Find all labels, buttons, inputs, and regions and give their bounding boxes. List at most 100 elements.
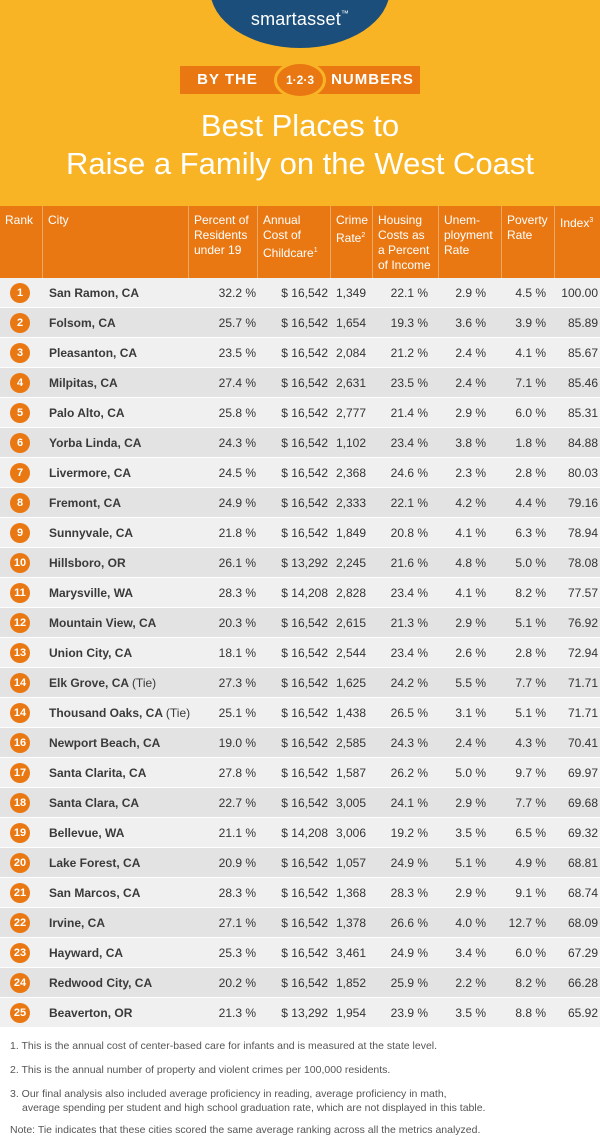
- city-name: Marysville, WA: [49, 586, 134, 600]
- table-row: 25 Beaverton, OR 21.3 % $ 13,292 1,954 23.9 %…: [0, 998, 600, 1028]
- cell-pct-under-19: 27.1 %: [218, 916, 256, 930]
- cell-crime-rate: 1,368: [335, 886, 366, 900]
- cell-pct-under-19: 24.5 %: [218, 466, 256, 480]
- cell-poverty-rate: 4.1 %: [515, 346, 546, 360]
- smartasset-logo: smartasset™: [210, 0, 390, 48]
- city-name: Lake Forest, CA: [49, 856, 141, 870]
- title-line-2: Raise a Family on the West Coast: [65, 146, 535, 181]
- cell-housing-costs: 23.9 %: [390, 1006, 428, 1020]
- cell-crime-rate: 1,438: [335, 706, 366, 720]
- cell-pct-under-19: 24.3 %: [218, 436, 256, 450]
- cell-unemployment: 3.8 %: [455, 436, 486, 450]
- infographic-header: smartasset™ BY THE NUMBERS 1·2·3 Best Pl…: [0, 0, 600, 206]
- table-row: 6 Yorba Linda, CA 24.3 % $ 16,542 1,102 23.4 …: [0, 428, 600, 458]
- cell-housing-costs: 24.9 %: [390, 856, 428, 870]
- city-name: Mountain View, CA: [49, 616, 157, 630]
- cell-pct-under-19: 21.3 %: [218, 1006, 256, 1020]
- cell-housing-costs: 26.2 %: [390, 766, 428, 780]
- cell-crime-rate: 2,245: [335, 556, 366, 570]
- cell-childcare-cost: $ 13,292: [281, 1006, 328, 1020]
- banner-left-text: BY THE: [197, 71, 258, 88]
- cell-unemployment: 2.9 %: [455, 286, 486, 300]
- cell-childcare-cost: $ 16,542: [281, 466, 328, 480]
- table-row: 16 Newport Beach, CA 19.0 % $ 16,542 2,585 24…: [0, 728, 600, 758]
- cell-unemployment: 2.4 %: [455, 346, 486, 360]
- tie-label: (Tie): [131, 676, 157, 690]
- cell-city: Santa Clara, CA: [49, 788, 139, 818]
- cell-index: 66.28: [567, 976, 598, 990]
- cell-pct-under-19: 20.2 %: [218, 976, 256, 990]
- header-childcare: Annual Cost of Childcare1: [263, 213, 318, 260]
- cell-pct-under-19: 22.7 %: [218, 796, 256, 810]
- city-name: Newport Beach, CA: [49, 736, 161, 750]
- table-row: 14 Elk Grove, CA (Tie) 27.3 % $ 16,542 1,625…: [0, 668, 600, 698]
- cell-poverty-rate: 6.0 %: [515, 946, 546, 960]
- rank-badge: 13: [10, 643, 30, 663]
- rank-badge: 9: [10, 523, 30, 543]
- rank-badge: 2: [10, 313, 30, 333]
- cell-poverty-rate: 5.1 %: [515, 616, 546, 630]
- cell-pct-under-19: 20.9 %: [218, 856, 256, 870]
- table-row: 24 Redwood City, CA 20.2 % $ 16,542 1,852 25.…: [0, 968, 600, 998]
- cell-crime-rate: 1,849: [335, 526, 366, 540]
- cell-poverty-rate: 4.5 %: [515, 286, 546, 300]
- cell-childcare-cost: $ 16,542: [281, 406, 328, 420]
- cell-childcare-cost: $ 16,542: [281, 286, 328, 300]
- cell-city: Mountain View, CA: [49, 608, 156, 638]
- cell-index: 84.88: [567, 436, 598, 450]
- cell-crime-rate: 2,631: [335, 376, 366, 390]
- cell-housing-costs: 24.9 %: [390, 946, 428, 960]
- cell-city: Marysville, WA: [49, 578, 133, 608]
- cell-city: Thousand Oaks, CA (Tie): [49, 698, 190, 728]
- cell-index: 68.74: [567, 886, 598, 900]
- cell-pct-under-19: 19.0 %: [218, 736, 256, 750]
- cell-housing-costs: 24.1 %: [390, 796, 428, 810]
- cell-unemployment: 2.9 %: [455, 796, 486, 810]
- cell-poverty-rate: 4.3 %: [515, 736, 546, 750]
- rank-badge: 10: [10, 553, 30, 573]
- city-name: Sunnyvale, CA: [49, 526, 134, 540]
- cell-childcare-cost: $ 16,542: [281, 676, 328, 690]
- cell-housing-costs: 20.8 %: [390, 526, 428, 540]
- cell-index: 70.41: [567, 736, 598, 750]
- cell-city: Newport Beach, CA: [49, 728, 160, 758]
- table-row: 20 Lake Forest, CA 20.9 % $ 16,542 1,057 24.9…: [0, 848, 600, 878]
- city-name: Beaverton, OR: [49, 1006, 133, 1020]
- cell-childcare-cost: $ 16,542: [281, 346, 328, 360]
- cell-poverty-rate: 4.9 %: [515, 856, 546, 870]
- cell-housing-costs: 21.6 %: [390, 556, 428, 570]
- table-row: 23 Hayward, CA 25.3 % $ 16,542 3,461 24.9 % 3.…: [0, 938, 600, 968]
- rank-badge: 24: [10, 973, 30, 993]
- cell-unemployment: 5.1 %: [455, 856, 486, 870]
- cell-city: Redwood City, CA: [49, 968, 152, 998]
- cell-poverty-rate: 5.0 %: [515, 556, 546, 570]
- cell-crime-rate: 1,102: [335, 436, 366, 450]
- rank-badge: 20: [10, 853, 30, 873]
- cell-pct-under-19: 25.3 %: [218, 946, 256, 960]
- header-housing-costs: Housing Costs as a Percent of Income: [378, 213, 431, 272]
- cell-city: Yorba Linda, CA: [49, 428, 141, 458]
- cell-housing-costs: 21.3 %: [390, 616, 428, 630]
- cell-index: 80.03: [567, 466, 598, 480]
- city-name: Elk Grove, CA: [49, 676, 129, 690]
- table-row: 21 San Marcos, CA 28.3 % $ 16,542 1,368 28.3 …: [0, 878, 600, 908]
- table-row: 9 Sunnyvale, CA 21.8 % $ 16,542 1,849 20.8 % 4…: [0, 518, 600, 548]
- table-row: 8 Fremont, CA 24.9 % $ 16,542 2,333 22.1 % 4.2…: [0, 488, 600, 518]
- table-row: 17 Santa Clarita, CA 27.8 % $ 16,542 1,587 26…: [0, 758, 600, 788]
- city-name: Thousand Oaks, CA: [49, 706, 163, 720]
- cell-childcare-cost: $ 16,542: [281, 766, 328, 780]
- city-name: Milpitas, CA: [49, 376, 118, 390]
- cell-housing-costs: 19.2 %: [390, 826, 428, 840]
- rank-badge: 14: [10, 673, 30, 693]
- cell-pct-under-19: 25.7 %: [218, 316, 256, 330]
- cell-pct-under-19: 24.9 %: [218, 496, 256, 510]
- cell-pct-under-19: 32.2 %: [218, 286, 256, 300]
- cell-index: 65.92: [567, 1006, 598, 1020]
- footnote-3-line-2: average spending per student and high sc…: [22, 1102, 486, 1114]
- cell-childcare-cost: $ 16,542: [281, 436, 328, 450]
- cell-index: 100.00: [561, 286, 598, 300]
- header-rank: Rank: [5, 213, 34, 227]
- footnotes: 1. This is the annual cost of center-bas…: [0, 1027, 600, 1148]
- cell-childcare-cost: $ 16,542: [281, 946, 328, 960]
- cell-housing-costs: 26.6 %: [390, 916, 428, 930]
